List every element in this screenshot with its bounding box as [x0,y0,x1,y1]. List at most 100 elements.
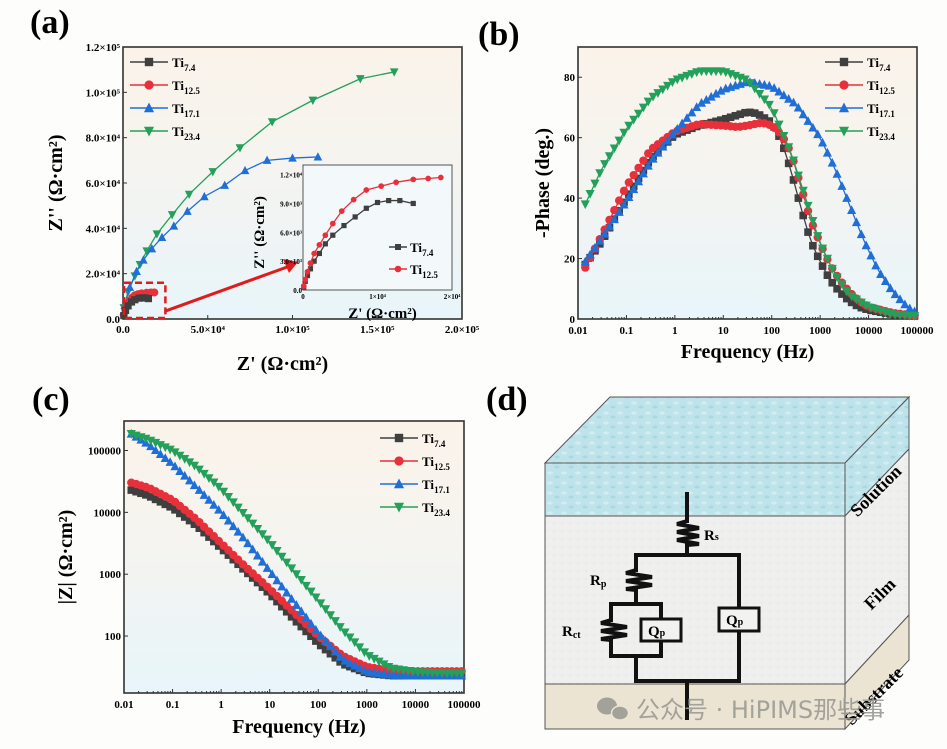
x-tick-label: 10 [718,325,730,337]
data-point [352,214,358,220]
data-point [789,176,798,184]
data-point [167,211,177,220]
data-point [345,658,355,668]
data-point [282,558,292,568]
data-point [316,250,322,257]
data-point [214,542,223,550]
data-point [818,244,828,254]
data-point [301,612,311,622]
data-point [311,250,318,257]
data-point [672,75,682,85]
data-point [769,109,779,119]
data-point [262,535,272,545]
y-tick-label: 100000 [88,446,122,458]
data-point [291,570,301,579]
data-point [363,187,370,193]
legend-base: Ti [172,78,184,93]
data-point [386,197,392,204]
data-point [180,455,190,464]
chart-b-bode-phase: 0.01 0.1 1 10 100 1000 10000 100000 0 20 40 60 80 Fre… [532,46,934,363]
data-point [799,211,807,220]
data-point [437,174,444,181]
legend-label: Ti7.4 [172,55,196,73]
data-point [209,499,219,509]
legend-marker [393,478,405,489]
data-point [322,232,329,239]
y-tick-label: 1000 [99,569,122,581]
data-point [643,160,653,170]
data-point [219,487,229,497]
data-point [306,618,316,628]
data-point [871,260,881,270]
data-point [307,632,315,641]
data-point [219,546,228,555]
data-point [658,85,668,95]
data-point [832,168,842,178]
data-point [644,149,653,158]
data-point [363,205,369,211]
legend-label: Ti17.1 [172,101,200,119]
data-point [823,271,832,279]
data-point [272,575,282,585]
data-point [341,661,349,669]
data-point [706,91,716,101]
solution-layer-front [544,462,846,517]
x-tick-label: 10 [264,699,276,711]
legend-marker [143,126,155,137]
legend-base: Ti [422,477,434,492]
data-point [804,228,812,236]
legend-label: Ti12.5 [410,262,438,280]
legend-marker [394,265,402,273]
substrate-layer-front [544,683,846,730]
inset-y-tick-label: 1.2×10⁴ [280,172,303,180]
data-point [827,264,837,274]
x-tick-label: 10000 [855,325,883,337]
data-point [677,73,687,83]
data-point [633,109,644,119]
y-tick-label: 10000 [94,507,122,519]
data-point [263,587,272,596]
data-point [282,607,291,616]
legend-label: Ti7.4 [410,240,434,258]
data-point [755,90,765,99]
inset-y-axis-title: Z'' (Ω·cm²) [252,196,268,269]
data-point [194,485,204,494]
data-point [291,600,301,609]
data-point [257,530,267,540]
data-point [142,247,152,256]
data-point [808,216,818,226]
data-point [277,552,287,562]
x-tick-label: 100000 [448,699,482,711]
data-point [235,144,245,153]
data-point [633,176,644,186]
legend-sub: 12.5 [184,86,200,96]
data-point [808,122,818,132]
data-point [223,515,233,525]
inset-y-tick-label: 0.0 [293,287,302,295]
data-point [330,232,336,238]
data-point [701,94,711,104]
legend-sub: 7.4 [184,63,196,73]
data-point [755,111,764,119]
data-point [828,278,837,287]
label-rp: Rp [590,573,607,590]
data-point [156,498,165,506]
data-point [832,273,842,283]
data-point [624,121,634,131]
substrate-layer-side [844,613,910,731]
data-point [183,206,192,215]
data-point [793,171,803,181]
data-point [316,630,326,640]
data-point [282,587,292,597]
data-point [818,262,827,270]
data-point [262,155,272,164]
x-axis-title: Frequency (Hz) [681,341,815,363]
legend-marker [143,102,155,113]
data-point [301,581,311,591]
inset-x-tick-label: 0 [301,293,305,301]
data-point [189,480,199,490]
data-point [851,295,862,305]
data-point [161,500,170,509]
data-point [248,574,257,582]
data-point [166,502,174,511]
